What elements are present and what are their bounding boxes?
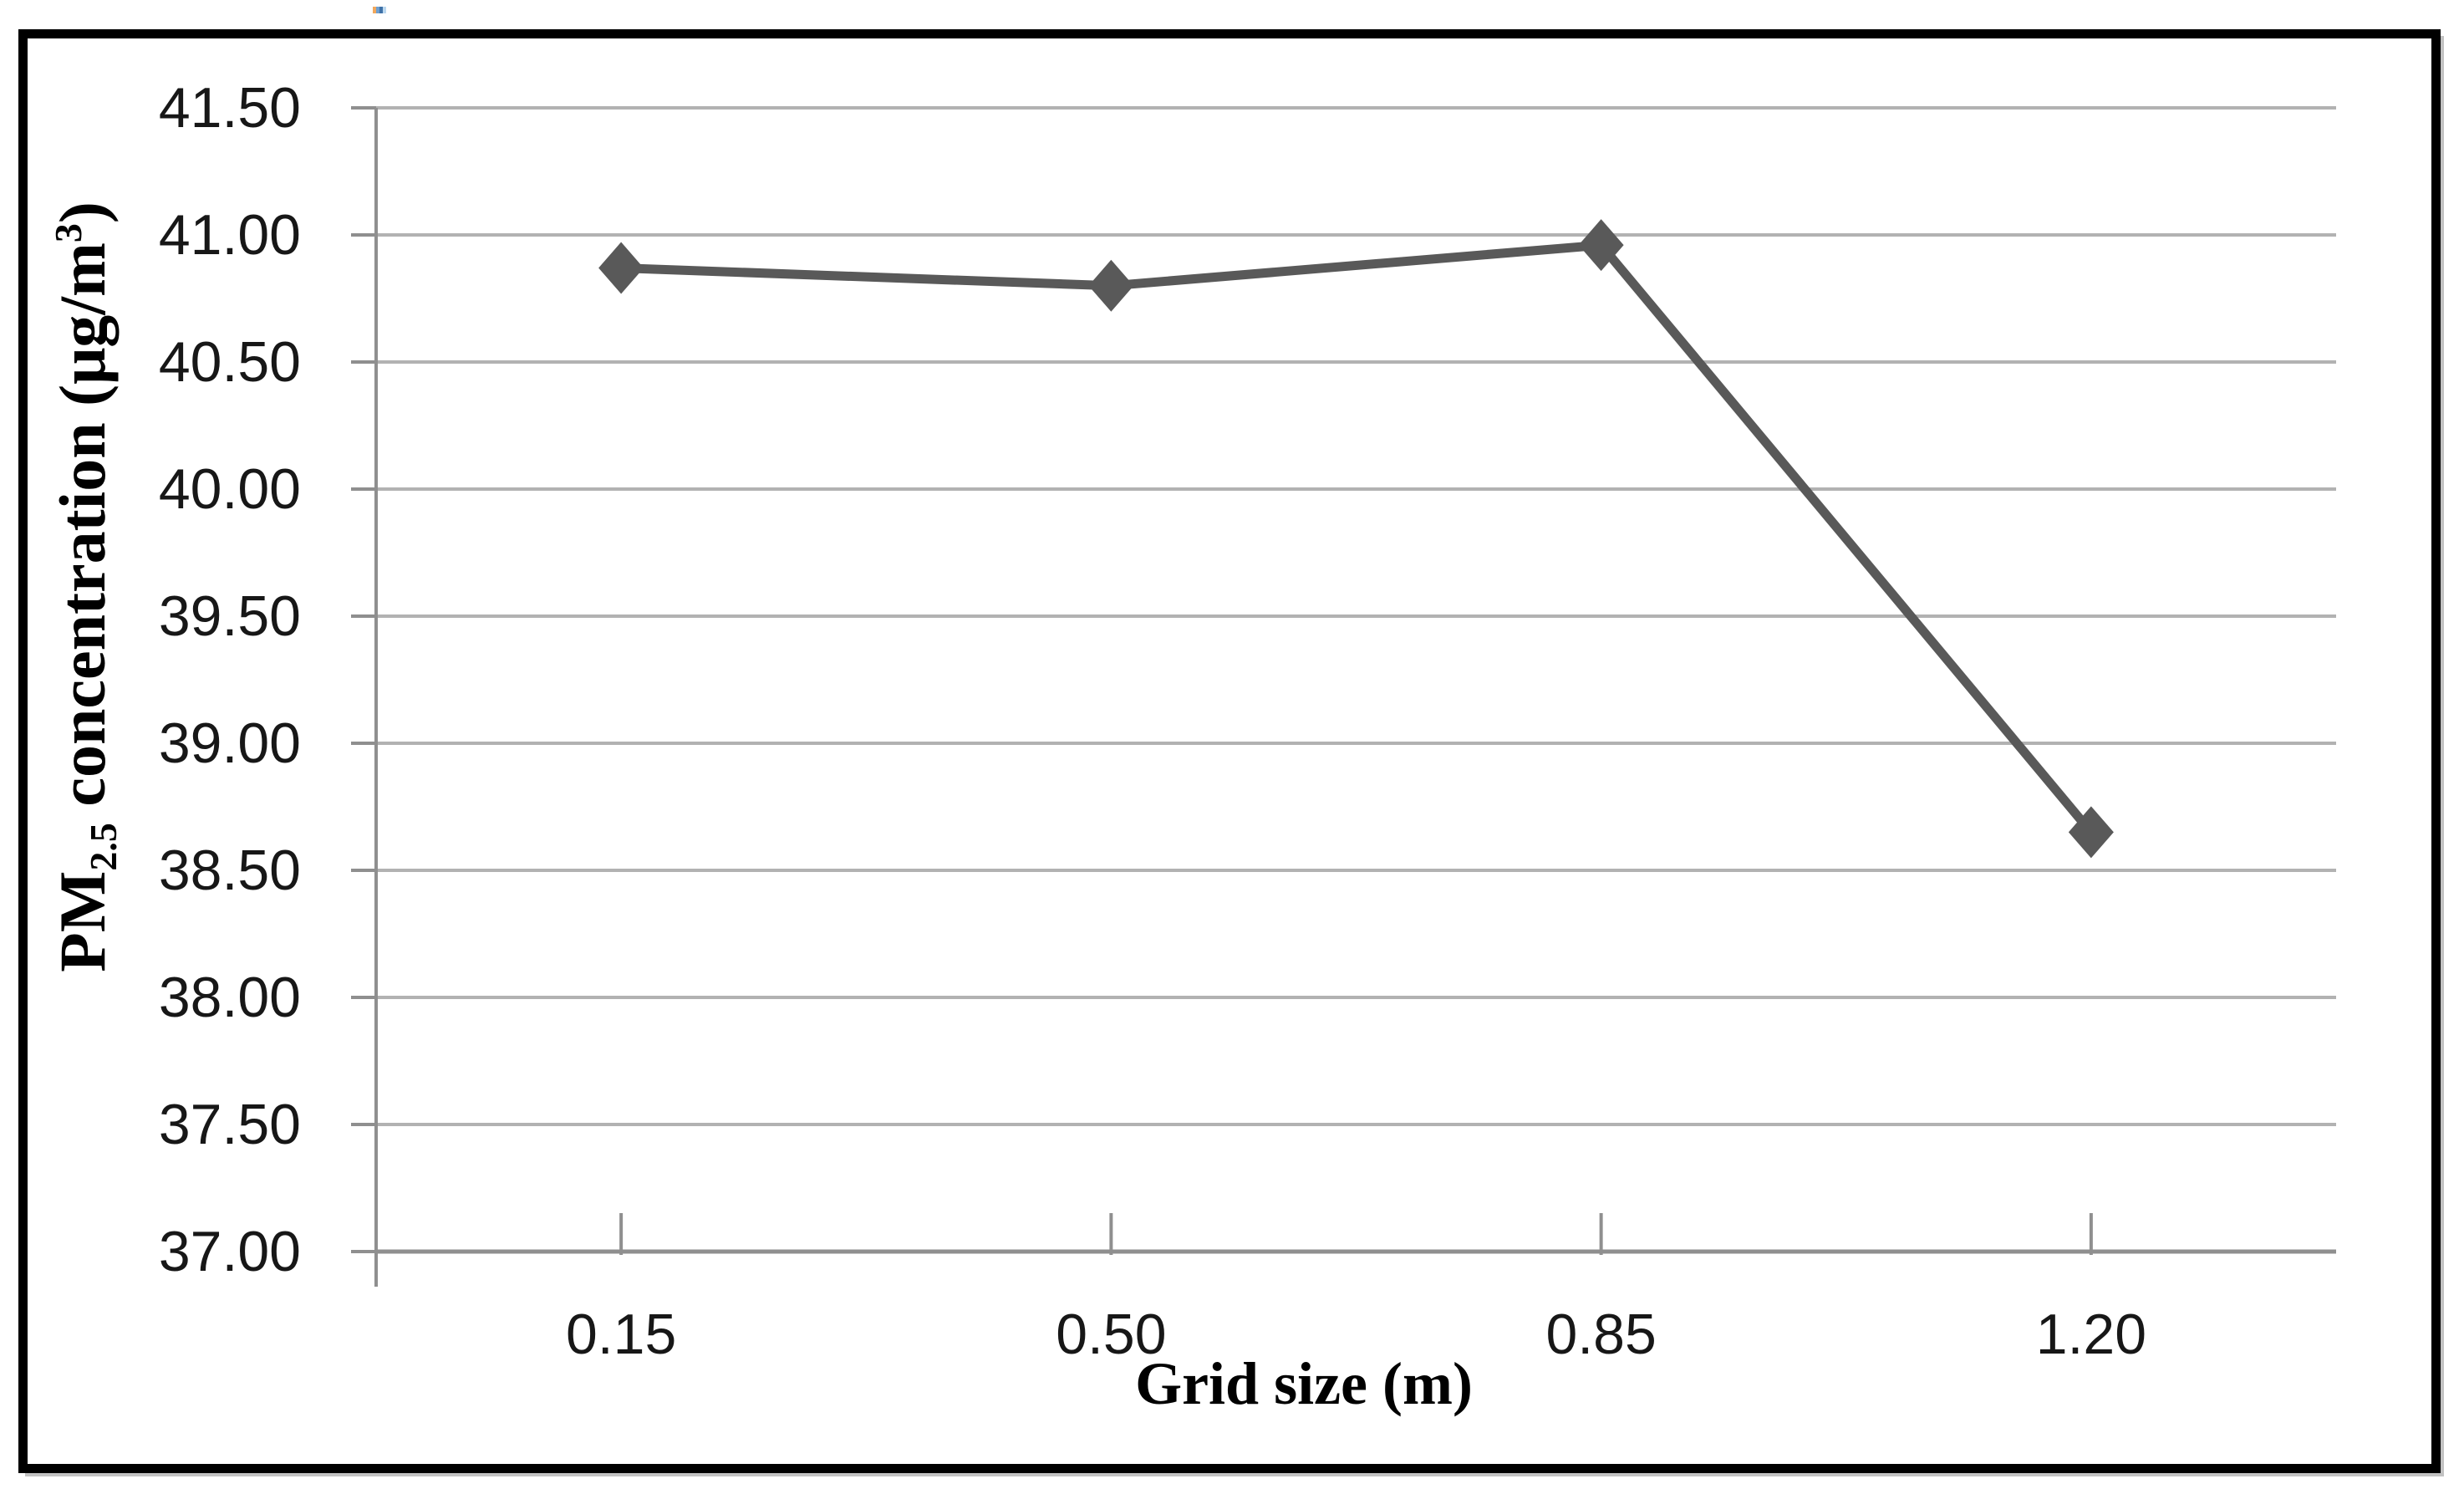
y-tick-label: 41.50 xyxy=(158,76,301,140)
x-tick-label: 0.50 xyxy=(1056,1303,1167,1366)
y-axis-title: PM2.5 concentration (μg/m3) xyxy=(45,201,125,972)
y-tick-label: 37.50 xyxy=(158,1093,301,1156)
artifact-pixel xyxy=(383,7,386,13)
y-tick-label: 39.50 xyxy=(158,584,301,648)
stray-pixel-artifact xyxy=(373,7,386,13)
x-tick-label: 0.85 xyxy=(1545,1303,1657,1366)
y-tick-label: 41.00 xyxy=(158,203,301,267)
y-axis-title-superscript: 3 xyxy=(47,223,89,243)
y-tick-label: 40.00 xyxy=(158,457,301,521)
artifact-pixel xyxy=(376,7,379,13)
y-axis-title-mid: concentration (μg/m xyxy=(46,242,119,824)
x-axis-title: Grid size (m) xyxy=(1135,1350,1473,1417)
y-tick-label: 39.00 xyxy=(158,711,301,775)
chart-frame xyxy=(18,29,2441,1473)
artifact-pixel xyxy=(379,7,383,13)
artifact-pixel xyxy=(373,7,376,13)
y-tick-label: 38.50 xyxy=(158,839,301,902)
x-tick-label: 0.15 xyxy=(565,1303,677,1366)
y-axis-title-prefix: PM xyxy=(46,870,119,972)
y-tick-label: 40.50 xyxy=(158,330,301,394)
y-tick-label: 38.00 xyxy=(158,966,301,1029)
x-tick-label: 1.20 xyxy=(2035,1303,2147,1366)
y-tick-label: 37.00 xyxy=(158,1220,301,1283)
y-axis-title-suffix: ) xyxy=(46,201,119,224)
y-axis-title-subscript: 2.5 xyxy=(82,823,125,871)
